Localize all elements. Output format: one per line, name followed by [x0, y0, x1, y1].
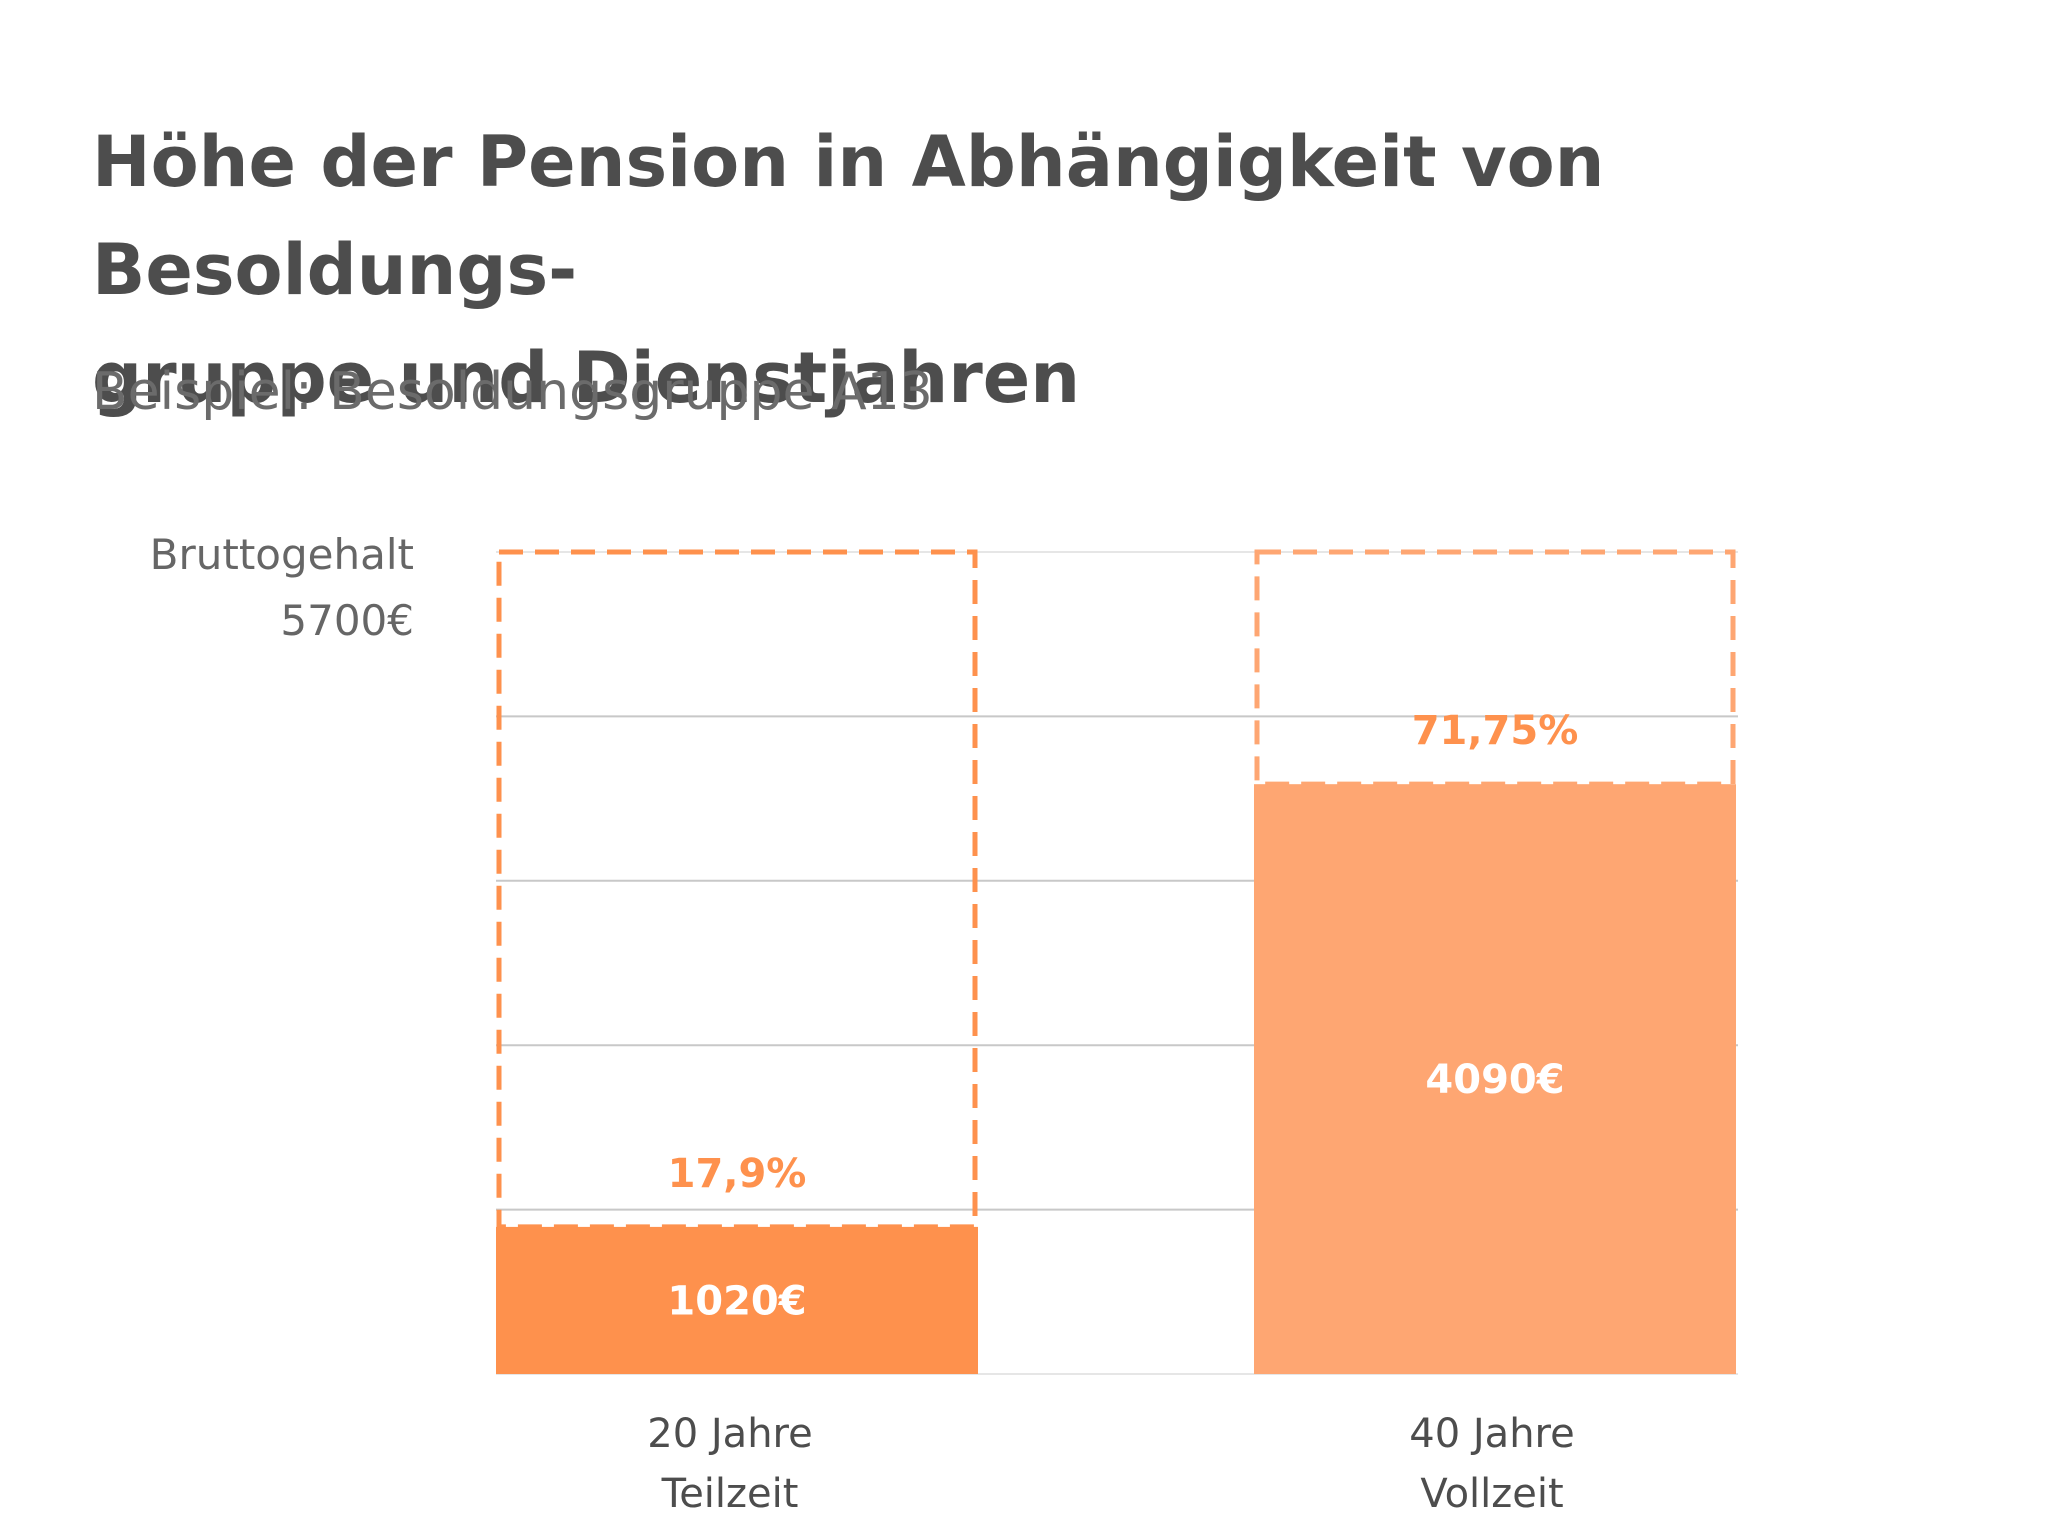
- reference-value-text: 5700€: [280, 596, 414, 645]
- category-label-1-line-1: 20 Jahre: [647, 1411, 813, 1457]
- bar-value-label-2: 4090€: [1425, 1057, 1564, 1103]
- reference-outline-2: [1254, 549, 1736, 787]
- reference-label-text: Bruttogehalt: [149, 530, 414, 579]
- category-label-2-line-2: Vollzeit: [1420, 1471, 1564, 1517]
- category-label-1: 20 Jahre Teilzeit: [490, 1404, 970, 1524]
- chart-subtitle: Beispiel: Besoldungsgruppe A13: [92, 362, 933, 422]
- bar-1: [496, 1226, 978, 1374]
- category-label-2: 40 Jahre Vollzeit: [1252, 1404, 1732, 1524]
- chart-title-line-2: gruppe und Dienstjahren: [92, 337, 1081, 419]
- bar-percent-label-2: 71,75%: [1412, 708, 1579, 754]
- category-label-1-line-2: Teilzeit: [661, 1471, 799, 1517]
- category-label-2-line-1: 40 Jahre: [1409, 1411, 1575, 1457]
- bar-percent-label-1: 17,9%: [668, 1151, 807, 1197]
- chart-title-line-1: Höhe der Pension in Abhängigkeit von Bes…: [92, 121, 1605, 311]
- bar-value-label-1: 1020€: [667, 1278, 806, 1324]
- chart-title: Höhe der Pension in Abhängigkeit von Bes…: [92, 108, 2022, 432]
- reference-label: Bruttogehalt 5700€: [100, 522, 414, 654]
- reference-outline-1: [496, 549, 978, 1230]
- bar-2: [1254, 784, 1736, 1374]
